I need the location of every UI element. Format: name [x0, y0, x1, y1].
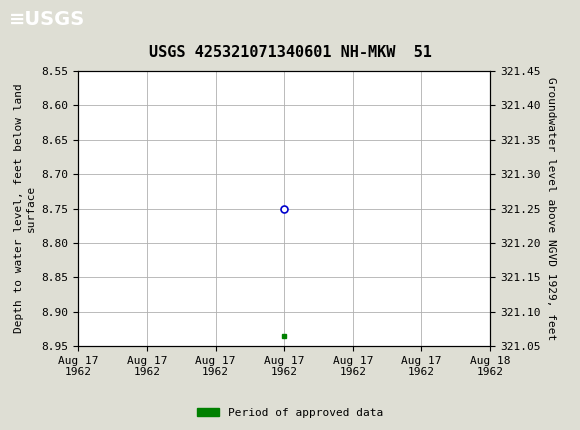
Text: ≡USGS: ≡USGS	[9, 10, 85, 29]
Text: USGS 425321071340601 NH-MKW  51: USGS 425321071340601 NH-MKW 51	[148, 45, 432, 60]
Y-axis label: Groundwater level above NGVD 1929, feet: Groundwater level above NGVD 1929, feet	[546, 77, 556, 340]
Y-axis label: Depth to water level, feet below land
surface: Depth to water level, feet below land su…	[14, 84, 36, 333]
Legend: Period of approved data: Period of approved data	[193, 403, 387, 422]
